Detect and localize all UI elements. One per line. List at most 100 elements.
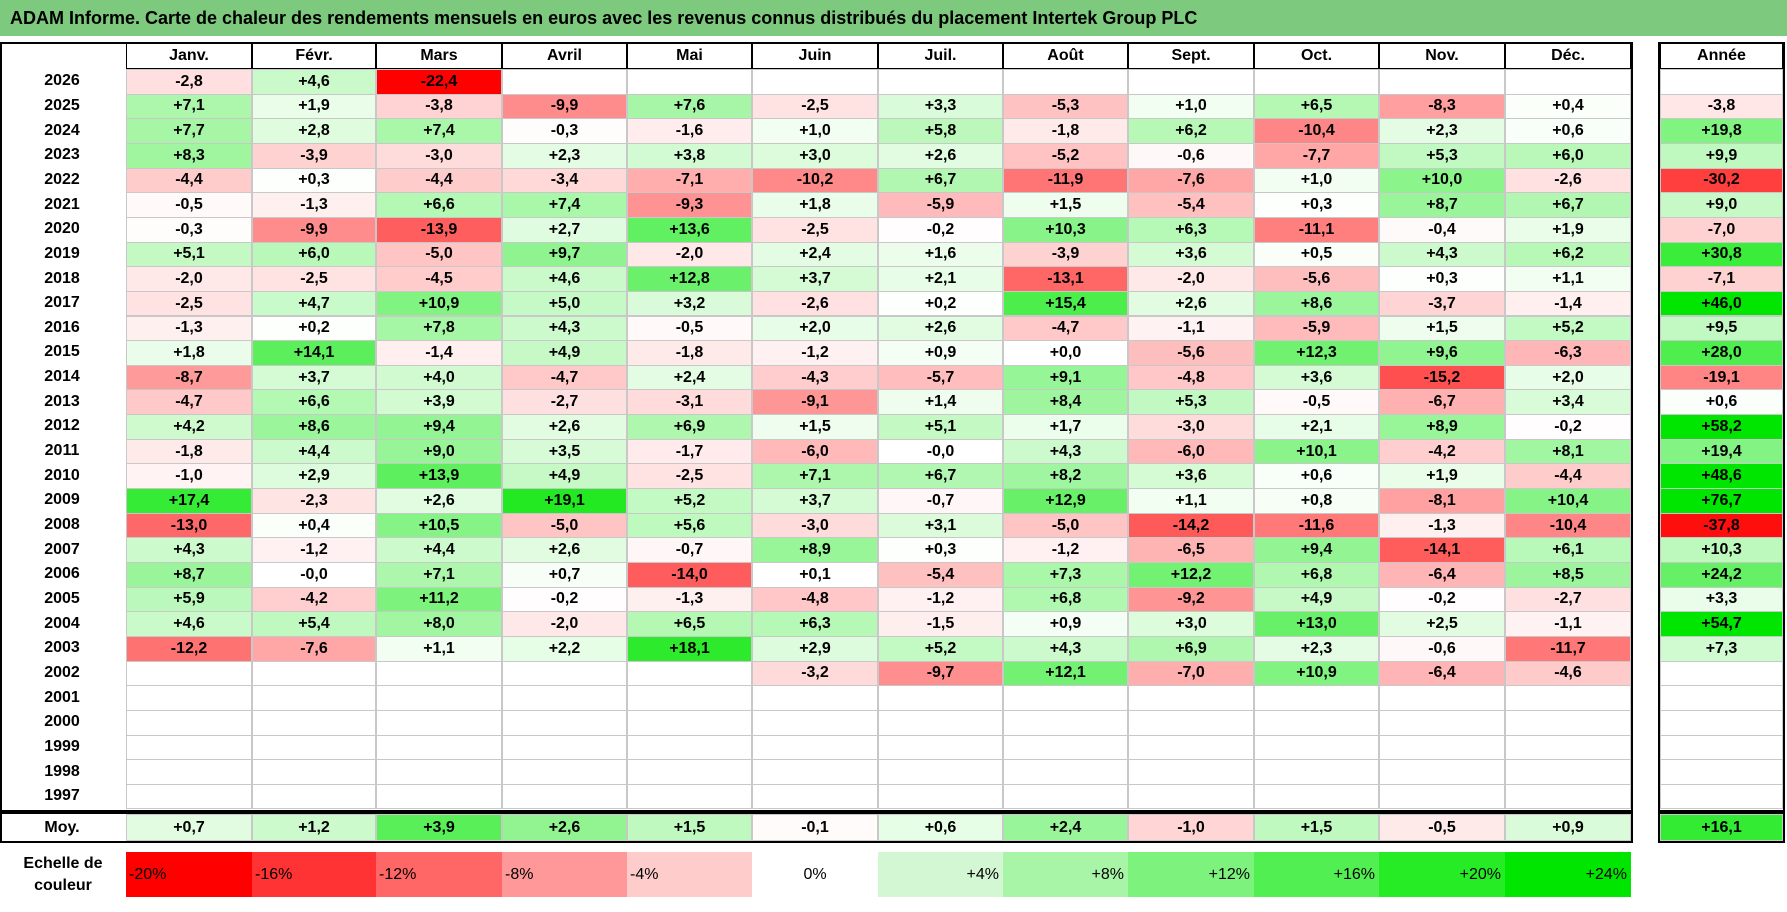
heatmap-cell: +3,7 xyxy=(752,488,878,514)
heatmap-cell: -1,0 xyxy=(126,463,252,490)
row-year-label: 2008 xyxy=(44,516,80,533)
annual-cell: +9,0 xyxy=(1660,192,1783,218)
heatmap-cell xyxy=(1128,734,1254,761)
heatmap-cell: +8,9 xyxy=(752,537,878,563)
heatmap-cell: -7,0 xyxy=(1128,660,1254,687)
heatmap-cell: -11,9 xyxy=(1003,167,1128,194)
color-scale-label: Echelle de couleur xyxy=(23,855,103,894)
annual-cell xyxy=(1660,709,1783,736)
heatmap-cell: +4,6 xyxy=(126,611,252,637)
row-year-label: 2009 xyxy=(44,491,80,509)
row-year-label: 2006 xyxy=(44,565,80,583)
heatmap-cell: +6,9 xyxy=(627,414,752,440)
heatmap-cell: -5,9 xyxy=(878,192,1003,218)
heatmap-cell: -3,7 xyxy=(1379,290,1505,317)
heatmap-cell xyxy=(878,709,1003,736)
color-scale-swatch: +4% xyxy=(878,852,1003,897)
heatmap-cell: +2,1 xyxy=(878,266,1003,292)
heatmap-cell: +8,1 xyxy=(1505,438,1631,465)
heatmap-cell: -0,2 xyxy=(502,586,627,613)
annual-cell: +9,9 xyxy=(1660,142,1783,169)
annual-cell xyxy=(1660,660,1783,687)
heatmap-cell: +1,0 xyxy=(752,118,878,144)
heatmap-cell xyxy=(752,783,878,810)
heatmap-cell: +0,7 xyxy=(502,562,627,588)
heatmap-cell xyxy=(1254,709,1379,736)
heatmap-cell: -0,5 xyxy=(1254,389,1379,416)
heatmap-cell: +6,7 xyxy=(1505,192,1631,218)
heatmap-cell: +5,4 xyxy=(252,611,376,637)
heatmap-cell: -2,5 xyxy=(126,290,252,317)
heatmap-cell: +2,6 xyxy=(376,488,502,514)
heatmap-cell: +5,2 xyxy=(627,488,752,514)
heatmap-cell xyxy=(502,759,627,785)
heatmap-cell: -4,2 xyxy=(252,586,376,613)
heatmap-cell: +3,0 xyxy=(752,142,878,169)
heatmap-cell: +2,8 xyxy=(252,118,376,144)
row-year-label: 2024 xyxy=(44,121,80,139)
annual-cell: +30,8 xyxy=(1660,241,1783,268)
heatmap-cell: +4,9 xyxy=(1254,586,1379,613)
heatmap-cell: +3,1 xyxy=(878,512,1003,539)
heatmap-cell xyxy=(878,734,1003,761)
annual-cell: +7,3 xyxy=(1660,635,1783,662)
heatmap-cell: +8,6 xyxy=(1254,290,1379,317)
heatmap-cell: +4,7 xyxy=(252,290,376,317)
heatmap-cell: +4,0 xyxy=(376,364,502,391)
month-header: Nov. xyxy=(1379,42,1505,69)
heatmap-cell: +4,9 xyxy=(502,340,627,366)
row-year-label: 2004 xyxy=(44,614,80,632)
color-scale-swatch: -20% xyxy=(126,852,252,897)
heatmap-cell: +4,6 xyxy=(252,69,376,95)
heatmap-cell: +2,3 xyxy=(1254,635,1379,662)
heatmap-cell: +1,6 xyxy=(878,241,1003,268)
heatmap-cell: +10,4 xyxy=(1505,488,1631,514)
heatmap-cell xyxy=(502,685,627,711)
heatmap-cell xyxy=(627,783,752,810)
heatmap-cell xyxy=(1379,709,1505,736)
heatmap-cell: +0,5 xyxy=(1254,241,1379,268)
heatmap-cell xyxy=(1003,709,1128,736)
heatmap-cell: +0,2 xyxy=(252,315,376,342)
heatmap-cell: +0,9 xyxy=(878,340,1003,366)
heatmap-cell: +1,5 xyxy=(1379,315,1505,342)
average-cell: -1,0 xyxy=(1128,814,1254,841)
color-scale-swatch: +16% xyxy=(1254,852,1379,897)
heatmap-cell: -5,3 xyxy=(1003,93,1128,120)
color-scale-swatch: -12% xyxy=(376,852,502,897)
heatmap-cell xyxy=(502,709,627,736)
heatmap-cell: +0,6 xyxy=(1254,463,1379,490)
month-header: Févr. xyxy=(252,42,376,69)
heatmap-cell: -1,3 xyxy=(252,192,376,218)
heatmap-cell: -6,7 xyxy=(1379,389,1505,416)
heatmap-cell: -15,2 xyxy=(1379,364,1505,391)
heatmap-cell: +7,1 xyxy=(376,562,502,588)
heatmap-cell xyxy=(126,660,252,687)
heatmap-cell: +2,3 xyxy=(1379,118,1505,144)
heatmap-cell: +2,7 xyxy=(502,216,627,243)
heatmap-cell: +6,3 xyxy=(752,611,878,637)
heatmap-cell: -11,1 xyxy=(1254,216,1379,243)
row-year-label: 2010 xyxy=(44,466,80,484)
annual-cell xyxy=(1660,69,1783,95)
heatmap-cell: -0,6 xyxy=(1128,142,1254,169)
heatmap-cell: +1,0 xyxy=(1128,93,1254,120)
heatmap-cell: +0,0 xyxy=(1003,340,1128,366)
heatmap-cell: -7,7 xyxy=(1254,142,1379,169)
heatmap-cell: +8,6 xyxy=(252,414,376,440)
heatmap-cell: +1,8 xyxy=(752,192,878,218)
heatmap-cell: +9,4 xyxy=(1254,537,1379,563)
month-header: Mars xyxy=(376,42,502,69)
color-scale-swatch: +20% xyxy=(1379,852,1505,897)
heatmap-cell: +7,4 xyxy=(376,118,502,144)
heatmap-cell xyxy=(1003,685,1128,711)
annual-cell: +10,3 xyxy=(1660,537,1783,563)
heatmap-cell xyxy=(1505,69,1631,95)
heatmap-cell: -1,3 xyxy=(627,586,752,613)
heatmap-cell: +3,6 xyxy=(1254,364,1379,391)
heatmap-cell: +7,8 xyxy=(376,315,502,342)
heatmap-cell: +6,8 xyxy=(1003,586,1128,613)
row-year-label: 2002 xyxy=(44,663,80,681)
heatmap-cell: +1,8 xyxy=(126,340,252,366)
heatmap-cell xyxy=(878,783,1003,810)
